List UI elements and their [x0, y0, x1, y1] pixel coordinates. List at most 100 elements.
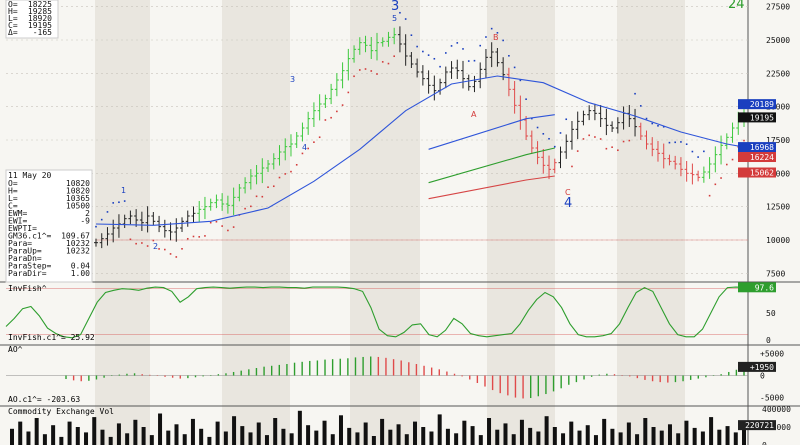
volume-bar	[413, 421, 418, 445]
psar-dot	[347, 91, 350, 94]
invfish-panel: 0 50 97.6	[5, 282, 776, 345]
price-tick-20000: 20000	[766, 103, 790, 112]
readout-mid-label: EWPTI=	[8, 224, 37, 233]
volume-bar	[618, 432, 623, 445]
price-badge-text: 20189	[750, 100, 774, 109]
psar-dot	[714, 183, 717, 186]
readout-mid-value: 1.00	[71, 269, 90, 278]
volume-bar	[347, 427, 352, 445]
volume-bar	[141, 427, 146, 445]
readout-mid-value: 2	[85, 209, 90, 218]
price-tick-15000: 15000	[766, 169, 790, 178]
psar-dot	[588, 134, 590, 137]
price-badge-bg	[738, 142, 776, 153]
psar-dot	[100, 218, 103, 221]
psar-dot	[387, 62, 390, 65]
volume-bar	[659, 430, 664, 445]
volume-bar	[223, 431, 228, 445]
volume-bar	[125, 433, 130, 445]
volume-bar	[42, 434, 47, 445]
psar-dot	[227, 229, 229, 232]
readout-top-value: -165	[33, 28, 52, 37]
volume-bar	[75, 427, 80, 445]
volume-bar	[182, 434, 187, 445]
psar-dot	[445, 52, 447, 54]
indicator-ma_green	[428, 147, 555, 184]
psar-dot	[204, 235, 206, 237]
volume-bar	[59, 436, 64, 445]
ao-badge: +1950	[750, 363, 774, 372]
readout-date: 11 May 20	[8, 171, 52, 180]
volume-bar	[100, 429, 105, 445]
readout-mid-label: C=	[8, 202, 18, 211]
price-tick-22500: 22500	[766, 69, 790, 78]
psar-dot	[215, 220, 218, 223]
psar-dot	[404, 18, 407, 20]
price-badge-text: 15062	[750, 169, 774, 178]
readout-top-value: 19195	[28, 21, 52, 30]
psar-dot	[267, 186, 269, 188]
readout-top-label: C=	[8, 21, 18, 30]
psar-dot	[135, 242, 137, 245]
psar-dot	[553, 145, 556, 148]
wave-label-3: 3	[290, 75, 295, 84]
psar-dot	[611, 146, 613, 148]
readout-mid-label: ParaDn=	[8, 254, 42, 263]
price-tick-7500: 7500	[766, 269, 785, 278]
psar-dot	[662, 125, 665, 128]
volume-bar	[725, 426, 730, 445]
readout-mid-label: O=	[8, 179, 18, 188]
volume-bar	[116, 423, 121, 445]
readout-mid: 11 May 20 O= 10820 H= 10820 L= 10365 C= 10500 EW…	[5, 169, 93, 283]
psar-dot	[358, 69, 361, 71]
price-badge-bg	[738, 99, 776, 110]
psar-dot	[232, 226, 235, 228]
readout-mid-label: ParaUp=	[8, 247, 42, 256]
psar-dot	[324, 119, 327, 121]
readout-top-label: O=	[8, 0, 18, 9]
psar-dot	[536, 126, 539, 129]
psar-dot	[416, 45, 418, 48]
psar-dot	[433, 57, 436, 60]
indicator-ma_blue	[95, 75, 745, 226]
volume-bar	[700, 431, 705, 445]
psar-dot	[485, 36, 487, 38]
volume-bar	[199, 428, 204, 445]
volume-bar	[585, 425, 590, 445]
volume-bar	[610, 428, 615, 445]
psar-dot	[427, 54, 430, 56]
price-badge-text: 19195	[750, 113, 774, 122]
volume-bar	[717, 429, 722, 445]
volume-bar	[676, 433, 681, 445]
volume-bar	[552, 427, 557, 445]
volume-bar	[692, 427, 697, 445]
volume-bar	[281, 428, 286, 445]
psar-dot	[599, 138, 602, 140]
psar-dot	[479, 44, 482, 47]
psar-dot	[450, 45, 453, 47]
ao-badge-bg	[738, 361, 776, 372]
psar-dot	[576, 150, 579, 152]
psar-dot	[634, 92, 636, 95]
psar-dot	[301, 152, 304, 155]
wave-label-A: A	[471, 110, 477, 119]
readout-mid-value: 10500	[66, 202, 90, 211]
volume-bar	[503, 423, 508, 445]
psar-dot	[651, 122, 654, 125]
volume-bar	[544, 416, 549, 445]
invfish-sub: InvFish.c1^= 25.92	[8, 333, 95, 342]
psar-dot	[422, 50, 424, 53]
top-counter: 24	[728, 0, 745, 12]
volume-bar	[306, 425, 311, 445]
volume-bar	[577, 430, 582, 445]
psar-dot	[146, 245, 149, 247]
price-tick-27500: 27500	[766, 3, 790, 12]
volume-bar	[297, 410, 302, 445]
psar-dot	[502, 39, 504, 42]
volume-panel: 0 200000 400000 220721	[10, 405, 791, 445]
psar-dot	[525, 98, 527, 100]
volume-bar	[667, 424, 672, 445]
wave-label-4: 4	[302, 143, 307, 152]
volume-bar	[190, 418, 195, 445]
psar-dot	[410, 34, 413, 36]
